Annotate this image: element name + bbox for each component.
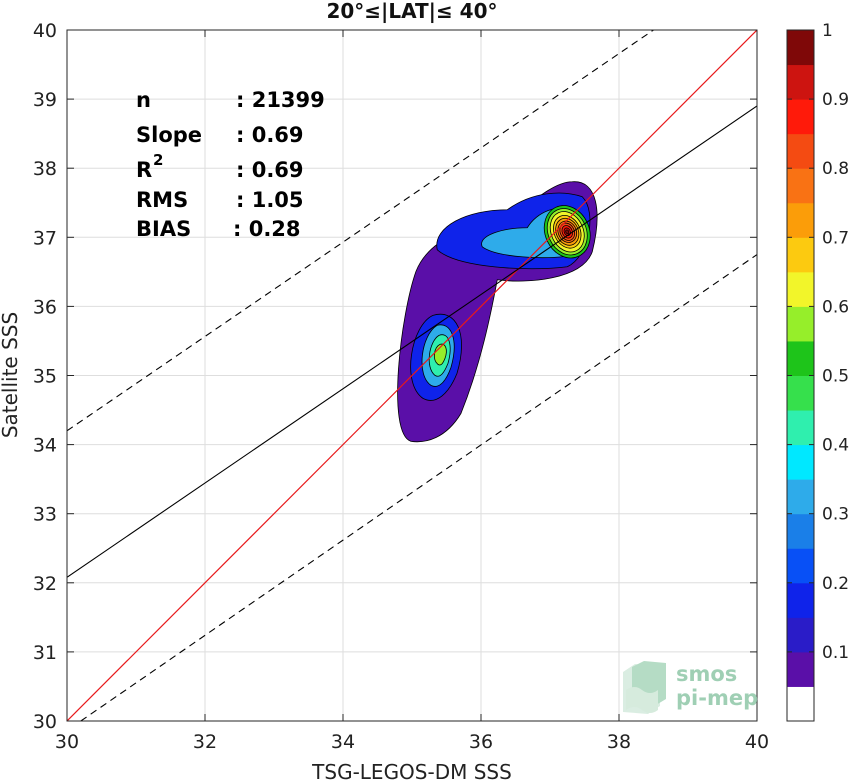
stat-row: RMS : 1.05 [136, 188, 304, 212]
x-tick-label: 32 [193, 731, 217, 753]
colorbar-swatch [787, 340, 814, 376]
colorbar-tick-label: 0.1 [822, 643, 849, 663]
colorbar-tick-label: 0.3 [822, 505, 849, 525]
y-tick-label: 36 [33, 296, 57, 318]
stat-row: Slope : 0.69 [136, 123, 304, 147]
y-tick-label: 31 [33, 642, 57, 664]
smos-pimep-logo: smos pi-mep [623, 661, 758, 714]
colorbar-swatch [787, 306, 814, 342]
stat-label-superscript: 2 [153, 151, 163, 169]
colorbar-swatch [787, 479, 814, 515]
colorbar-swatch [787, 582, 814, 618]
contour-level-19 [565, 229, 570, 235]
x-tick-label: 34 [331, 731, 355, 753]
y-tick-label: 30 [33, 711, 57, 733]
stat-label: n [136, 88, 151, 112]
y-tick-label: 38 [33, 158, 57, 180]
stat-label: R [136, 158, 152, 182]
colorbar-swatch [787, 99, 814, 135]
colorbar-swatch [787, 237, 814, 273]
stat-row: BIAS : 0.28 [136, 217, 301, 241]
colorbar-tick-label: 0.4 [822, 436, 849, 456]
stat-value: : 0.69 [236, 158, 304, 182]
x-ticks: 30 32 34 36 38 40 [55, 30, 769, 753]
colorbar: 0.1 0.2 0.3 0.4 0.5 0.6 0.7 0.8 0.9 1 [786, 21, 849, 722]
colorbar-tick-label: 0.7 [822, 228, 849, 248]
colorbar-tick-label: 0.8 [822, 159, 849, 179]
colorbar-swatch [787, 30, 814, 66]
logo-waves-icon [623, 661, 666, 714]
y-tick-label: 40 [33, 20, 57, 42]
y-tick-label: 33 [33, 504, 57, 526]
x-tick-label: 40 [745, 731, 769, 753]
one-to-one-line [67, 30, 757, 721]
colorbar-swatch [787, 64, 814, 100]
colorbar-swatch [787, 202, 814, 238]
colorbar-swatch [787, 271, 814, 307]
stat-value: : 1.05 [236, 188, 304, 212]
y-tick-label: 32 [33, 573, 57, 595]
stats-box: n : 21399 Slope : 0.69 R 2 : 0.69 RMS : 1.05 BIAS… [136, 88, 325, 241]
logo-line2: pi-mep [676, 686, 758, 710]
colorbar-tick-label: 0.9 [822, 90, 849, 110]
colorbar-swatch [787, 375, 814, 411]
reference-lines [67, 30, 757, 721]
stat-value: : 0.28 [233, 217, 301, 241]
logo-line1: smos [676, 662, 737, 686]
chart-title: 20°≤|LAT|≤ 40° [326, 0, 497, 23]
stat-label: BIAS [136, 217, 191, 241]
colorbar-swatch [787, 410, 814, 446]
colorbar-tick-label: 1 [822, 21, 833, 41]
y-ticks: 30 31 32 33 34 35 36 37 38 39 40 [33, 20, 757, 733]
stat-row: n : 21399 [136, 88, 325, 112]
y-tick-label: 35 [33, 366, 57, 388]
colorbar-swatch [787, 617, 814, 653]
y-tick-label: 37 [33, 227, 57, 249]
colorbar-swatch [787, 651, 814, 687]
stat-value: : 21399 [236, 88, 325, 112]
colorbar-swatch [787, 513, 814, 549]
colorbar-swatch [787, 686, 814, 722]
colorbar-swatch [787, 548, 814, 584]
colorbar-swatch [787, 444, 814, 480]
y-tick-label: 34 [33, 435, 57, 457]
stat-value: : 0.69 [236, 123, 304, 147]
colorbar-tick-label: 0.6 [822, 297, 849, 317]
upper-bound-line [67, 30, 654, 432]
y-axis-label: Satellite SSS [0, 312, 22, 438]
colorbar-tick-label: 0.2 [822, 574, 849, 594]
x-tick-label: 30 [55, 731, 79, 753]
x-tick-label: 38 [607, 731, 631, 753]
stat-label: RMS [136, 188, 188, 212]
lower-bound-line [80, 254, 757, 721]
x-tick-label: 36 [469, 731, 493, 753]
fit-line [67, 105, 757, 578]
colorbar-swatch [787, 168, 814, 204]
colorbar-swatch [787, 133, 814, 169]
y-tick-label: 39 [33, 89, 57, 111]
density-contours [397, 181, 598, 443]
colorbar-tick-label: 0.5 [822, 367, 849, 387]
stat-label: Slope [136, 123, 202, 147]
x-axis-label: TSG-LEGOS-DM SSS [311, 760, 512, 784]
